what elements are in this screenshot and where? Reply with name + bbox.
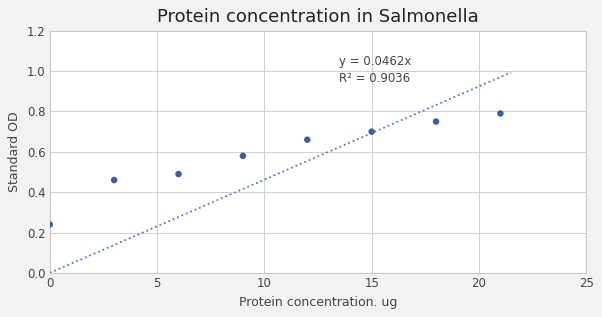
- Point: [431, 119, 441, 124]
- Point: [110, 178, 119, 183]
- Text: y = 0.0462x: y = 0.0462x: [340, 55, 412, 68]
- Text: R² = 0.9036: R² = 0.9036: [340, 72, 411, 85]
- Point: [238, 153, 248, 158]
- Point: [495, 111, 505, 116]
- Point: [367, 129, 376, 134]
- Point: [302, 137, 312, 142]
- Title: Protein concentration in Salmonella: Protein concentration in Salmonella: [157, 8, 479, 26]
- Point: [174, 171, 184, 177]
- X-axis label: Protein concentration. ug: Protein concentration. ug: [239, 296, 397, 309]
- Point: [45, 222, 55, 227]
- Y-axis label: Standard OD: Standard OD: [8, 112, 21, 192]
